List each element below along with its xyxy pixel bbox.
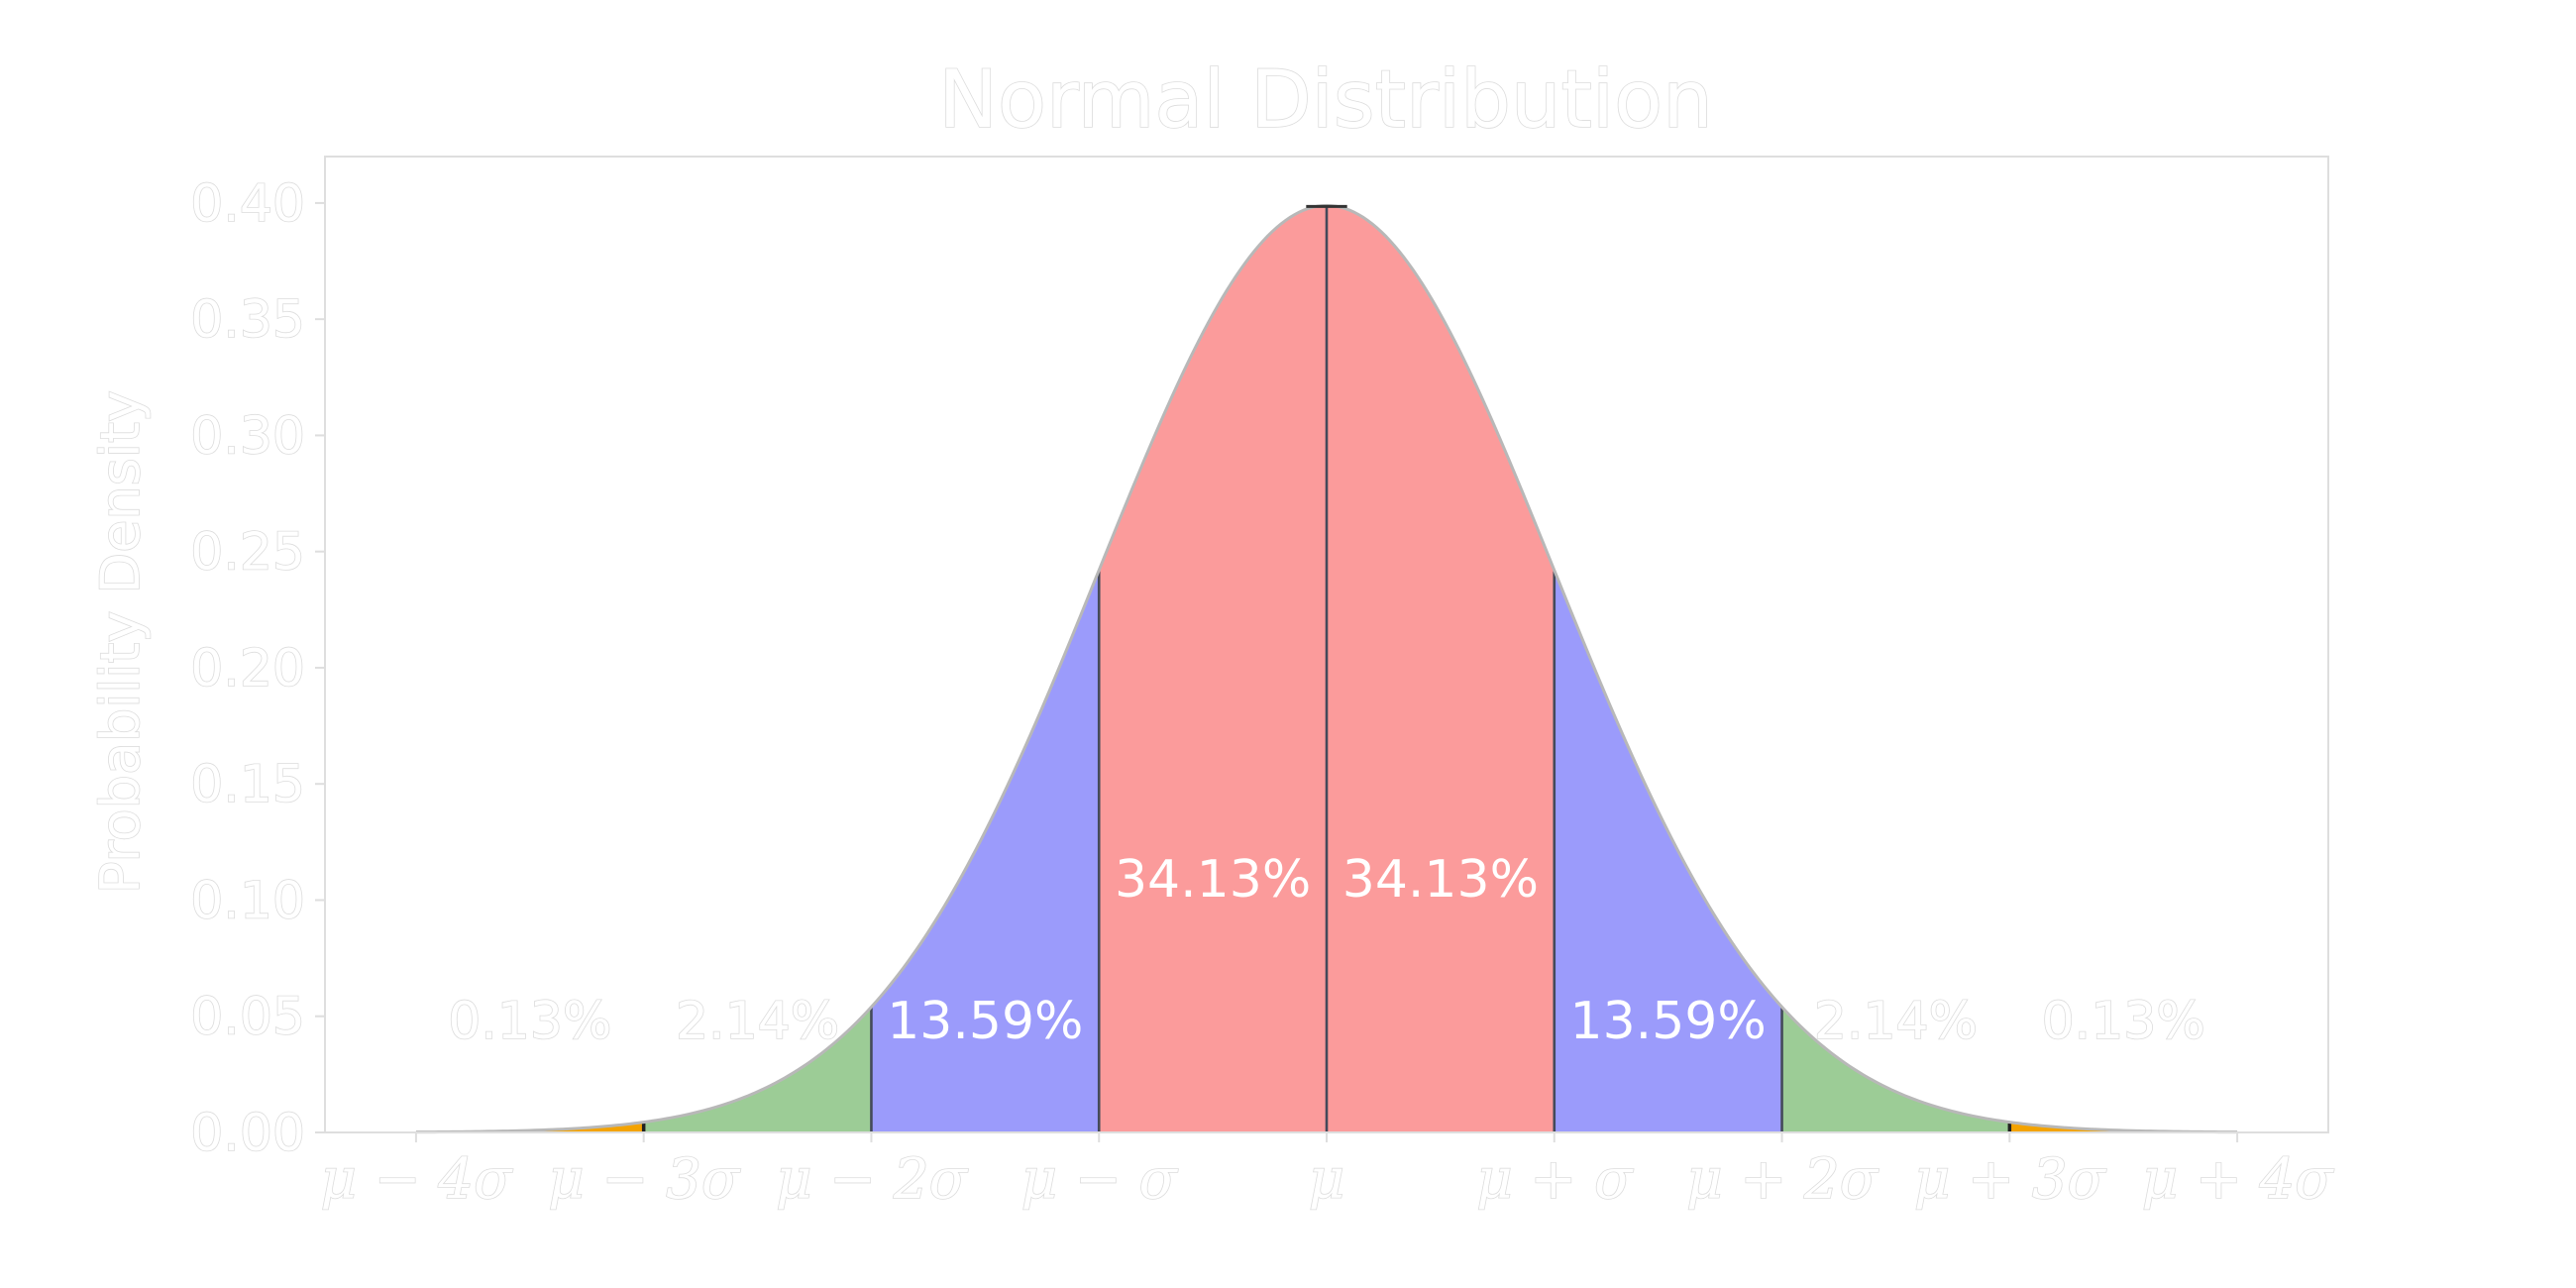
region-percent-label-3: 34.13%: [1115, 850, 1311, 910]
y-axis-label: Probability Density: [89, 390, 152, 894]
region-percent-label-2: 13.59%: [887, 992, 1083, 1051]
region-area-1: [643, 1007, 872, 1132]
x-tick-label-6: μ + 2σ: [1686, 1147, 1879, 1212]
region-area-4: [1327, 205, 1555, 1132]
y-tick-label-4: 0.20: [190, 639, 305, 698]
x-tick-label-3: μ − σ: [1021, 1147, 1179, 1212]
region-area-6: [1781, 1007, 2010, 1132]
x-tick-label-5: μ + σ: [1476, 1147, 1634, 1212]
region-percent-label-4: 34.13%: [1342, 850, 1539, 910]
y-tick-label-7: 0.35: [190, 290, 305, 350]
y-tick-label-0: 0.00: [190, 1104, 305, 1163]
region-percent-label-5: 13.59%: [1570, 992, 1767, 1051]
region-area-7: [2009, 1122, 2238, 1132]
x-tick-label-7: μ + 3σ: [1914, 1147, 2107, 1212]
y-tick-label-2: 0.10: [190, 871, 305, 930]
y-tick-label-6: 0.30: [190, 406, 305, 466]
region-percent-labels: 0.13% 2.14% 13.59% 34.13% 34.13% 13.59% 2.14% 0…: [447, 850, 2205, 1052]
region-area-3: [1099, 205, 1327, 1132]
y-tick-label-8: 0.40: [190, 174, 305, 234]
x-tick-label-0: μ − 4σ: [321, 1147, 514, 1212]
y-tick-label-3: 0.15: [190, 755, 305, 814]
y-tick-label-1: 0.05: [190, 988, 305, 1047]
x-tick-label-1: μ − 3σ: [548, 1147, 741, 1212]
region-percent-label-7: 0.13%: [2042, 992, 2205, 1051]
x-tick-label-8: μ + 4σ: [2142, 1147, 2335, 1212]
region-percent-label-1: 2.14%: [676, 992, 839, 1051]
region-area-0: [415, 1122, 644, 1132]
x-tick-label-4: μ: [1309, 1147, 1344, 1212]
axis-ticks: 0.00 0.05 0.10 0.15 0.20 0.25 0.30 0.35 0.40 μ − …: [189, 173, 2335, 1213]
x-tick-label-2: μ − 2σ: [776, 1147, 969, 1212]
density-curve-layer: [415, 203, 2238, 1134]
y-tick-label-5: 0.25: [190, 523, 305, 583]
region-percent-label-0: 0.13%: [448, 992, 611, 1051]
chart-title: Normal Distribution: [938, 54, 1713, 146]
region-percent-label-6: 2.14%: [1814, 992, 1978, 1051]
